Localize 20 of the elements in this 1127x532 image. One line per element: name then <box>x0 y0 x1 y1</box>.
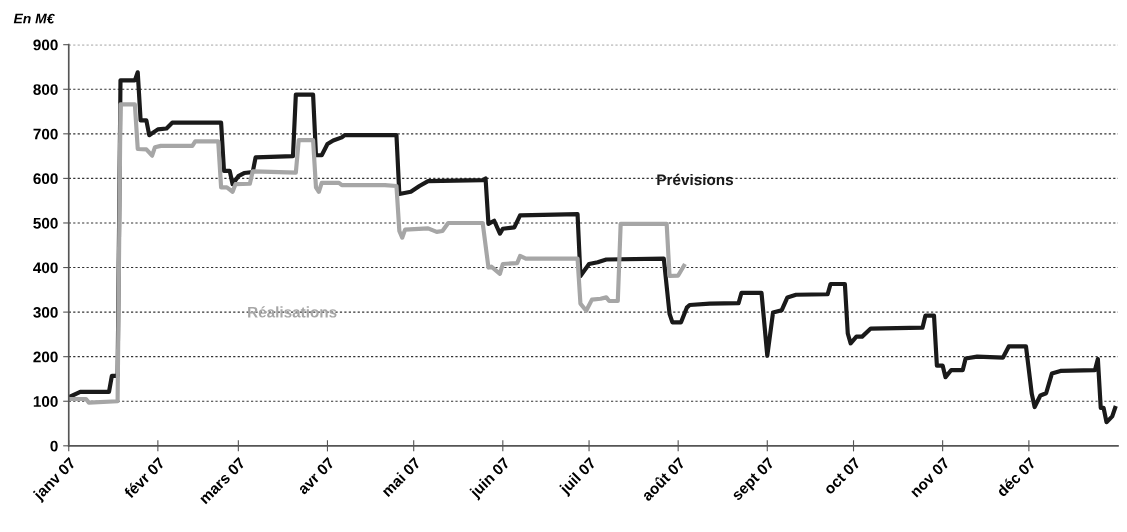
x-tick-label: mai 07 <box>380 456 422 498</box>
x-tick-label: nov 07 <box>909 456 951 498</box>
y-tick-label: 400 <box>33 262 58 274</box>
y-tick-label: 900 <box>33 39 58 51</box>
chart-title: En M€ <box>13 13 55 24</box>
x-tick-label: déc 07 <box>995 456 1037 498</box>
y-tick-label: 700 <box>33 128 58 140</box>
x-tick-label: avr 07 <box>296 456 335 496</box>
y-tick-label: 500 <box>33 217 58 229</box>
y-tick-label: 600 <box>33 173 58 185</box>
text: Prévisions <box>657 173 733 186</box>
x-tick-label: juil 07 <box>558 456 599 498</box>
y-tick-label: 100 <box>33 396 58 407</box>
x-tick-label: oct 07 <box>823 456 861 495</box>
x-tick-label: févr 07 <box>123 456 166 499</box>
text: Réalisations <box>248 306 337 318</box>
y-tick-label: 200 <box>33 351 58 363</box>
y-tick-label: 300 <box>33 306 58 318</box>
y-tick-label: 800 <box>33 84 58 95</box>
y-tick-label: 0 <box>50 440 58 452</box>
